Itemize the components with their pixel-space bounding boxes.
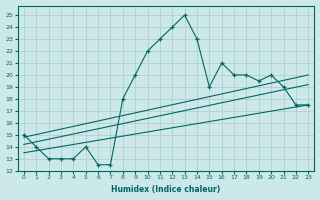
X-axis label: Humidex (Indice chaleur): Humidex (Indice chaleur) [111,185,221,194]
